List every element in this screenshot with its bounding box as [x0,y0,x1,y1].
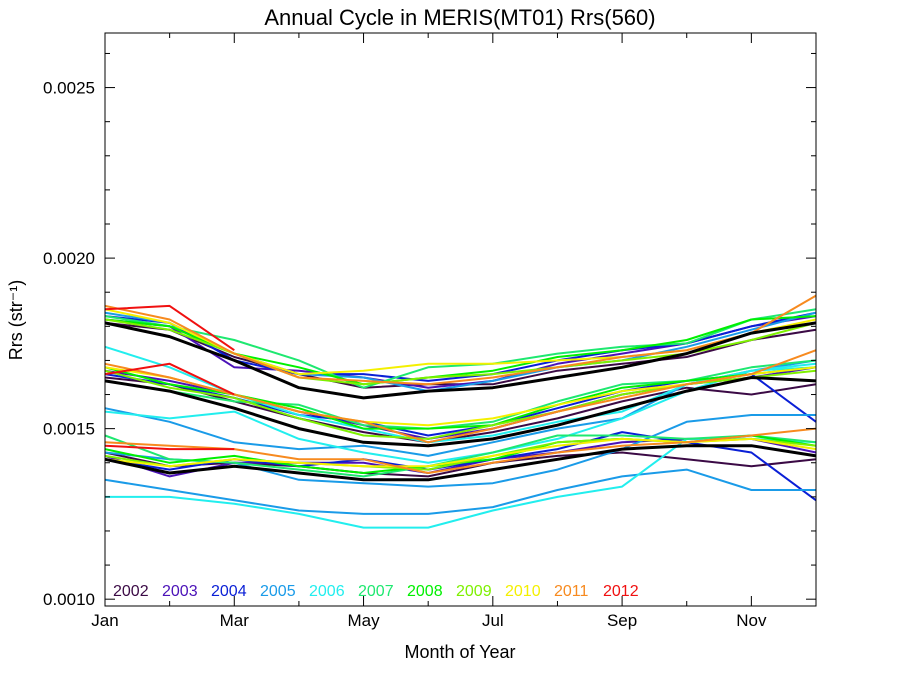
legend-item-2007: 2007 [358,583,394,600]
legend: 2002 2003 2004 2005 2006 2007 2008 2009 2010 2011… [113,583,639,600]
series-line-2011-middle [104,349,817,444]
y-axis-label: Rrs (str⁻¹) [6,280,26,360]
series-line-2004-upper [104,311,817,382]
y-tick-label: 0.0010 [43,590,95,609]
legend-item-2006: 2006 [309,583,345,600]
legend-item-2003: 2003 [162,583,198,600]
x-tick-label: Jan [91,611,118,630]
series-line-2007-upper [104,308,817,389]
series-line-2011-upper [104,294,817,386]
series-line-2007-middle [104,359,817,430]
y-axis: 0.0010 0.0015 0.0020 0.0025 [43,52,816,609]
legend-item-2012: 2012 [603,583,639,600]
x-tick-label: Sep [607,611,637,630]
y-tick-label: 0.0020 [43,249,95,268]
legend-item-2008: 2008 [407,583,443,600]
plot-lines [104,294,817,529]
legend-item-2004: 2004 [211,583,247,600]
series-line-mean-mean-middle [104,376,817,448]
y-tick-label: 0.0025 [43,79,95,98]
legend-item-2005: 2005 [260,583,296,600]
series-line-mean-mean-upper [104,321,817,400]
series-line-2012-lower [104,444,235,451]
series-line-2012-middle [104,362,235,396]
series-line-mean-mean-lower [104,444,817,482]
chart-title: Annual Cycle in MERIS(MT01) Rrs(560) [264,5,655,30]
series-line-2002-lower [104,451,817,478]
series-line-2005-lower [104,468,816,515]
legend-item-2009: 2009 [456,583,492,600]
series-line-2007-lower [104,434,817,478]
legend-item-2011: 2011 [554,583,589,600]
x-tick-label: May [347,611,380,630]
plot-frame [104,32,817,607]
legend-item-2010: 2010 [505,583,541,600]
x-axis: Jan Mar May Jul Sep Nov [91,33,817,630]
series-line-2012-upper [104,304,235,352]
x-tick-label: Jul [482,611,504,630]
series-line-2008-middle [104,366,817,430]
x-tick-label: Mar [220,611,250,630]
x-axis-label: Month of Year [404,642,515,662]
x-tick-label: Nov [736,611,767,630]
legend-item-2002: 2002 [113,583,149,600]
series-line-2006-lower [105,437,817,529]
y-tick-label: 0.0015 [43,420,95,439]
